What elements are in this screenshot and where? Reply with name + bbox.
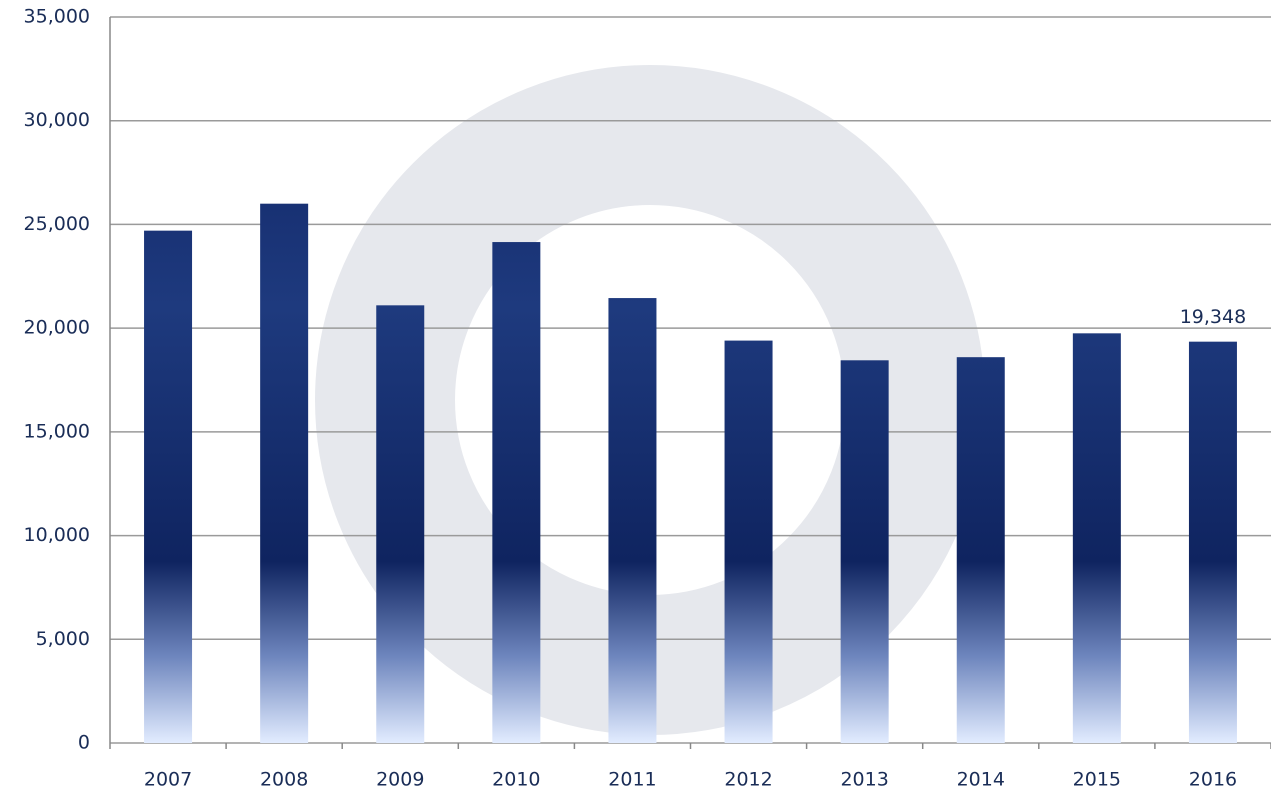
x-tick-label: 2015: [1073, 769, 1121, 791]
y-tick-label: 10,000: [24, 524, 90, 546]
x-tick-label: 2010: [492, 769, 540, 791]
x-tick-label: 2009: [376, 769, 424, 791]
bar: [1188, 341, 1237, 743]
x-tick-label: 2016: [1189, 769, 1237, 791]
x-tick-label: 2008: [260, 769, 308, 791]
bar: [608, 298, 657, 743]
x-tick-label: 2013: [840, 769, 888, 791]
y-tick-label: 5,000: [36, 628, 90, 650]
y-tick-label: 20,000: [24, 317, 90, 339]
bar: [492, 242, 541, 743]
bar: [724, 340, 773, 743]
y-tick-label: 35,000: [24, 6, 90, 28]
x-tick-label: 2011: [608, 769, 656, 791]
bar: [376, 305, 425, 743]
y-tick-label: 0: [78, 732, 90, 754]
y-tick-label: 15,000: [24, 420, 90, 442]
x-tick-label: 2012: [724, 769, 772, 791]
x-tick-label: 2007: [144, 769, 192, 791]
bar: [144, 230, 193, 743]
x-tick-label: 2014: [957, 769, 1005, 791]
y-tick-label: 30,000: [24, 109, 90, 131]
bar: [956, 357, 1005, 743]
bar: [840, 360, 889, 743]
bar: [260, 203, 309, 743]
value-label: 19,348: [1180, 306, 1246, 328]
bar: [1072, 333, 1121, 743]
y-tick-label: 25,000: [24, 213, 90, 235]
